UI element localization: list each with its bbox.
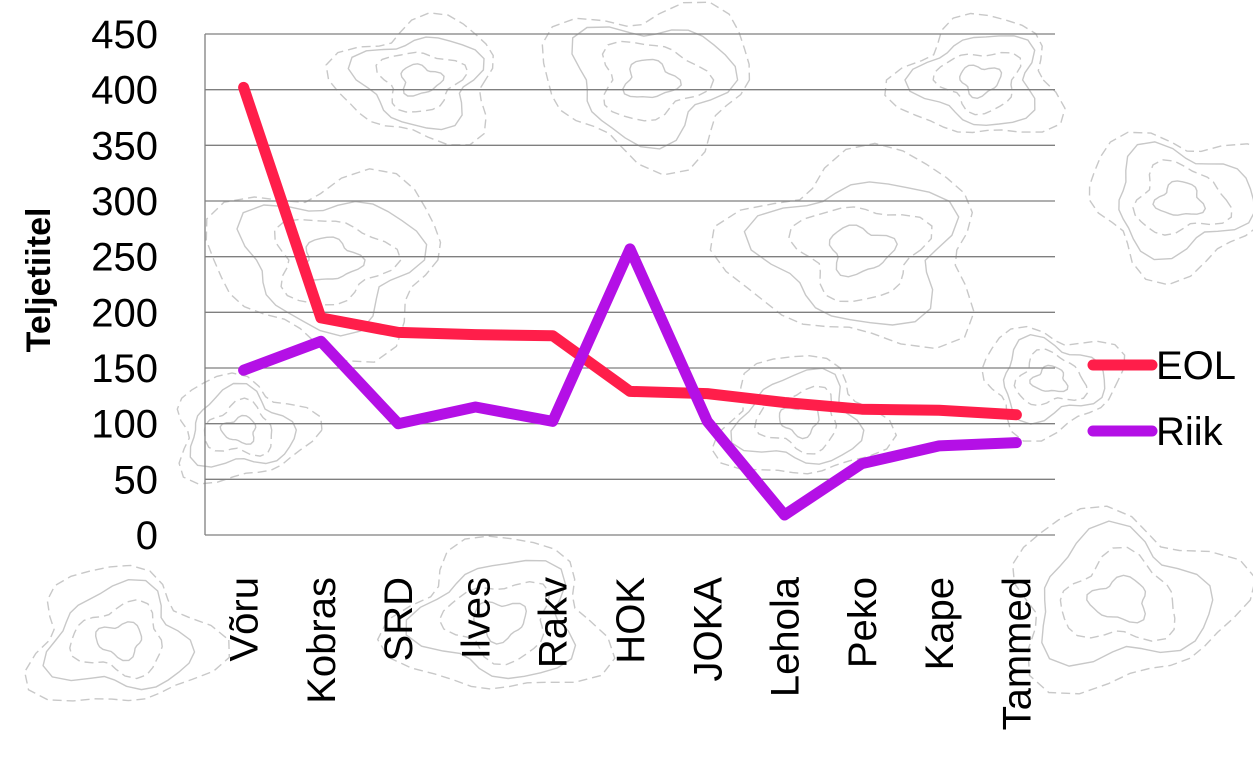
contour-line <box>301 236 366 281</box>
contour-line <box>375 51 469 113</box>
x-tick-label: Kape <box>918 577 962 670</box>
contour-line <box>709 142 975 350</box>
contour-line <box>754 385 838 455</box>
contour-line <box>438 580 551 666</box>
contour-line <box>932 51 1022 116</box>
x-tick-label: SRD <box>377 577 421 661</box>
y-tick-label: 300 <box>91 180 158 224</box>
contour-line <box>473 600 528 645</box>
contour-line <box>541 1 751 176</box>
x-tick-label: Lehola <box>764 576 808 697</box>
x-axis-ticks: Võru Kobras SRD Ilves Rakv HOK JOKA Lehola Peko K… <box>223 576 1040 730</box>
contour-line <box>1013 348 1089 407</box>
contour-line <box>601 40 715 122</box>
contour-line <box>405 559 577 680</box>
contour-line <box>571 26 739 150</box>
contour-line <box>828 224 898 278</box>
contour-line <box>1086 574 1147 624</box>
contour-line <box>69 598 163 680</box>
gridlines <box>204 33 1055 536</box>
contour-line <box>273 218 402 306</box>
contour-line <box>1011 505 1253 695</box>
y-axis-title: Teljetiitel <box>20 208 58 353</box>
contour-line <box>347 36 485 131</box>
legend-label: Riik <box>1156 410 1224 454</box>
y-tick-label: 450 <box>91 13 158 57</box>
contour-line <box>400 63 445 97</box>
legend: EOL Riik <box>1087 344 1236 454</box>
y-tick-label: 100 <box>91 403 158 447</box>
contour-line <box>1132 159 1233 236</box>
x-tick-label: Kobras <box>300 577 344 704</box>
x-tick-label: HOK <box>609 577 653 664</box>
series-line-riik <box>238 243 1022 521</box>
contour-line <box>904 35 1036 127</box>
x-tick-label: Võru <box>223 577 267 662</box>
contour-line <box>1029 364 1069 393</box>
contour-line <box>1152 180 1207 216</box>
contour-line <box>205 168 442 363</box>
series-lines <box>238 81 1022 521</box>
contour-line <box>189 382 298 468</box>
y-tick-label: 0 <box>136 514 158 558</box>
legend-label: EOL <box>1156 344 1236 388</box>
contour-line <box>23 564 231 702</box>
contour-line <box>203 397 273 457</box>
x-tick-label: Tammed <box>995 577 1039 730</box>
contour-line <box>884 12 1066 134</box>
y-axis-ticks: 0 50 100 150 200 250 300 350 400 450 <box>91 13 158 558</box>
y-tick-label: 200 <box>91 291 158 335</box>
contour-line <box>42 578 196 691</box>
contour-line <box>176 372 323 485</box>
contour-line <box>787 206 933 303</box>
y-tick-label: 400 <box>91 69 158 113</box>
contour-line <box>1002 333 1106 425</box>
y-tick-label: 250 <box>91 236 158 280</box>
contour-line <box>219 414 257 445</box>
topographic-background <box>23 1 1253 702</box>
contour-line <box>94 621 143 662</box>
contour-line <box>622 58 682 99</box>
x-tick-label: Ilves <box>454 577 498 659</box>
y-tick-label: 50 <box>114 458 159 502</box>
contour-line <box>1059 546 1176 642</box>
contour-line <box>730 367 865 465</box>
y-tick-label: 150 <box>91 347 158 391</box>
x-tick-label: Peko <box>841 577 885 668</box>
contour-line <box>743 181 960 326</box>
contour-line <box>1041 520 1214 667</box>
y-tick-label: 350 <box>91 124 158 168</box>
contour-line <box>1118 141 1253 261</box>
contour-line <box>236 200 428 337</box>
x-tick-label: Rakv <box>532 577 576 668</box>
contour-line <box>325 12 494 146</box>
contour-line <box>958 64 1003 100</box>
contour-line <box>1088 131 1253 286</box>
x-tick-label: JOKA <box>686 577 730 682</box>
contour-line <box>981 325 1126 442</box>
